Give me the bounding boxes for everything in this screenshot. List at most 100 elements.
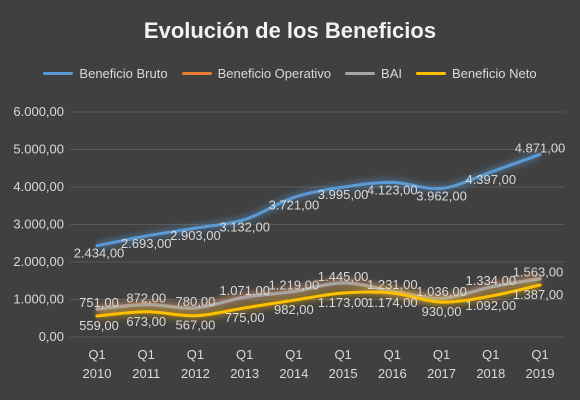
data-point xyxy=(95,314,99,318)
chart-title: Evolución de los Beneficios xyxy=(143,18,437,43)
data-point xyxy=(341,281,345,285)
y-tick-label: 6.000,00 xyxy=(13,104,64,119)
y-tick-label: 4.000,00 xyxy=(13,179,64,194)
data-point xyxy=(440,186,444,190)
data-point xyxy=(292,195,296,199)
data-label: 1.231,00 xyxy=(367,277,418,292)
data-label: 3.721,00 xyxy=(269,197,320,212)
data-point xyxy=(243,306,247,310)
y-tick-label: 3.000,00 xyxy=(13,217,64,232)
data-point xyxy=(489,294,493,298)
data-label: 1.174,00 xyxy=(367,295,418,310)
legend-swatch xyxy=(416,72,447,75)
data-label: 1.563,00 xyxy=(513,264,564,279)
data-point xyxy=(538,277,542,281)
data-label: 3.995,00 xyxy=(318,187,369,202)
x-tick-label: 2013 xyxy=(230,366,259,381)
x-tick-label: 2018 xyxy=(476,366,505,381)
data-label: 1.173,00 xyxy=(318,295,369,310)
data-point xyxy=(390,291,394,295)
data-label: 872,00 xyxy=(126,290,166,305)
y-tick-label: 0,00 xyxy=(39,329,64,344)
x-tick-label: Q1 xyxy=(88,347,105,362)
data-point xyxy=(193,306,197,310)
data-point xyxy=(292,298,296,302)
y-tick-label: 1.000,00 xyxy=(13,292,64,307)
data-point xyxy=(193,314,197,318)
legend-swatch xyxy=(345,72,376,75)
data-point xyxy=(95,307,99,311)
legend-label: Beneficio Neto xyxy=(452,66,537,81)
data-point xyxy=(144,234,148,238)
data-point xyxy=(440,300,444,304)
data-label: 982,00 xyxy=(274,302,314,317)
data-label: 4.871,00 xyxy=(515,140,566,155)
legend-swatch xyxy=(181,72,212,75)
data-label: 751,00 xyxy=(79,295,119,310)
x-tick-label: Q1 xyxy=(531,347,548,362)
data-point xyxy=(95,244,99,248)
data-label: 930,00 xyxy=(422,304,462,319)
y-tick-label: 2.000,00 xyxy=(13,254,64,269)
data-point xyxy=(489,285,493,289)
data-point xyxy=(538,152,542,156)
data-point xyxy=(489,170,493,174)
x-tick-label: Q1 xyxy=(285,347,302,362)
data-label: 1.445,00 xyxy=(318,269,369,284)
x-tick-label: 2014 xyxy=(279,366,308,381)
data-label: 1.092,00 xyxy=(465,298,516,313)
legend-swatch xyxy=(43,72,74,75)
data-point xyxy=(538,283,542,287)
x-tick-label: 2016 xyxy=(378,366,407,381)
x-tick-label: 2019 xyxy=(526,366,555,381)
data-label: 2.693,00 xyxy=(121,236,172,251)
data-label: 2.434,00 xyxy=(74,246,125,261)
x-tick-label: Q1 xyxy=(236,347,253,362)
y-tick-label: 5.000,00 xyxy=(13,142,64,157)
series-line xyxy=(95,283,542,318)
data-label: 1.071,00 xyxy=(219,283,270,298)
data-label: 780,00 xyxy=(176,294,216,309)
x-tick-label: 2012 xyxy=(181,366,210,381)
legend-label: Beneficio Operativo xyxy=(217,66,332,81)
legend-label: BAI xyxy=(381,66,403,81)
data-label: 2.903,00 xyxy=(170,228,221,243)
legend-item: Beneficio Bruto xyxy=(43,66,168,81)
data-point xyxy=(243,295,247,299)
x-tick-label: Q1 xyxy=(334,347,351,362)
data-label: 1.036,00 xyxy=(416,284,467,299)
legend-item: Beneficio Neto xyxy=(416,66,537,81)
data-label: 1.334,00 xyxy=(465,273,516,288)
x-tick-label: Q1 xyxy=(433,347,450,362)
data-label: 1.387,00 xyxy=(513,287,564,302)
x-tick-label: 2010 xyxy=(83,366,112,381)
data-label: 673,00 xyxy=(126,314,166,329)
data-point xyxy=(243,218,247,222)
data-point xyxy=(292,290,296,294)
data-label: 559,00 xyxy=(79,318,119,333)
chart-legend: Beneficio Bruto Beneficio Operativo BAI Ben… xyxy=(0,66,580,81)
data-point xyxy=(341,185,345,189)
data-label: 1.219,00 xyxy=(269,277,320,292)
x-tick-label: Q1 xyxy=(384,347,401,362)
data-point xyxy=(341,291,345,295)
data-label: 3.132,00 xyxy=(219,220,270,235)
x-tick-label: Q1 xyxy=(482,347,499,362)
x-tick-label: 2015 xyxy=(329,366,358,381)
legend-item: BAI xyxy=(345,66,402,81)
data-label: 567,00 xyxy=(176,318,216,333)
data-label: 4.397,00 xyxy=(465,172,516,187)
series-line xyxy=(95,152,542,248)
data-point xyxy=(144,310,148,314)
legend-label: Beneficio Bruto xyxy=(79,66,168,81)
legend-item: Beneficio Operativo xyxy=(181,66,332,81)
x-tick-label: 2011 xyxy=(132,366,160,381)
data-label: 4.123,00 xyxy=(367,182,418,197)
data-point xyxy=(144,303,148,307)
data-label: 3.962,00 xyxy=(416,188,467,203)
x-tick-label: Q1 xyxy=(138,347,155,362)
x-tick-label: 2017 xyxy=(427,366,456,381)
data-label: 775,00 xyxy=(225,310,265,325)
